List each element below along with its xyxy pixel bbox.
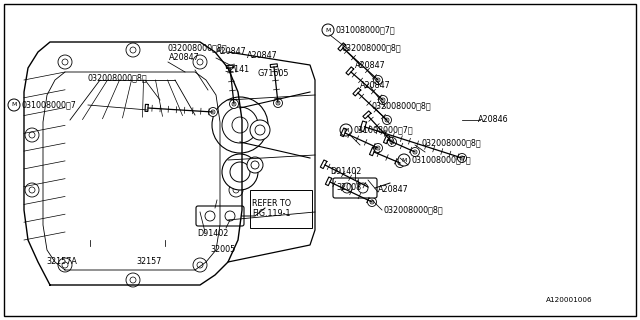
Circle shape [247,157,263,173]
Circle shape [273,99,282,108]
FancyBboxPatch shape [333,178,377,198]
Text: 031008000（7）: 031008000（7） [335,26,395,35]
Text: A20847: A20847 [169,53,200,62]
Circle shape [229,128,243,142]
Bar [250,190,312,228]
Text: 32005: 32005 [210,245,236,254]
Circle shape [232,117,248,133]
Text: A20847: A20847 [355,61,386,70]
Text: FIG.119-1: FIG.119-1 [252,210,291,219]
Text: 031008000（7）: 031008000（7） [353,125,413,134]
Circle shape [230,100,239,108]
Circle shape [370,200,374,204]
Text: A120001006: A120001006 [546,297,593,303]
Circle shape [62,262,68,268]
Circle shape [378,95,387,105]
Circle shape [126,43,140,57]
Text: 032008000（8）: 032008000（8） [372,101,431,110]
Circle shape [222,154,258,190]
Text: A20847: A20847 [378,186,409,195]
Circle shape [130,277,136,283]
Circle shape [250,120,270,140]
Text: G71605: G71605 [258,68,289,77]
Text: 032008000（8）: 032008000（8） [88,74,148,83]
Text: 032008000（8）: 032008000（8） [422,139,482,148]
Circle shape [197,59,203,65]
Circle shape [193,258,207,272]
Circle shape [126,273,140,287]
Circle shape [225,211,235,221]
Circle shape [398,154,410,166]
Circle shape [276,101,280,105]
Text: M: M [325,28,331,33]
Circle shape [374,76,383,84]
Circle shape [212,97,268,153]
Text: 032008000（8）: 032008000（8） [383,205,443,214]
Circle shape [410,148,419,156]
Circle shape [340,124,352,136]
Circle shape [8,99,20,111]
Circle shape [205,211,215,221]
Circle shape [58,258,72,272]
Text: D91402: D91402 [330,167,362,177]
Circle shape [358,183,368,193]
Circle shape [398,161,402,165]
Circle shape [197,262,203,268]
Circle shape [374,143,383,153]
Circle shape [385,118,389,122]
Text: 32157: 32157 [136,258,161,267]
Circle shape [376,78,380,82]
Circle shape [383,116,392,124]
Text: A20847: A20847 [247,52,278,60]
Circle shape [387,138,397,147]
Circle shape [62,59,68,65]
Circle shape [232,102,236,106]
Circle shape [381,98,385,102]
Text: 32141: 32141 [224,66,249,75]
Text: M: M [12,102,17,108]
Circle shape [413,150,417,154]
Circle shape [230,162,250,182]
Circle shape [58,55,72,69]
Text: 031008000（7: 031008000（7 [21,100,76,109]
Text: A20846: A20846 [478,116,509,124]
Text: M: M [343,127,349,132]
Circle shape [233,132,239,138]
Circle shape [458,154,467,163]
Circle shape [322,24,334,36]
Text: 32008: 32008 [336,183,361,193]
Circle shape [29,132,35,138]
Text: A20847: A20847 [360,82,391,91]
Circle shape [130,47,136,53]
Circle shape [222,107,258,143]
Circle shape [209,108,218,116]
Circle shape [229,183,243,197]
Text: 032008000（8）: 032008000（8） [341,44,401,52]
Circle shape [25,183,39,197]
Circle shape [460,156,464,160]
Text: 032008000（8）: 032008000（8） [168,44,228,52]
Circle shape [233,187,239,193]
Circle shape [251,161,259,169]
Circle shape [255,125,265,135]
Circle shape [366,185,370,189]
Text: D91402: D91402 [197,228,228,237]
Circle shape [376,146,380,150]
FancyBboxPatch shape [196,206,244,226]
Circle shape [390,140,394,144]
Text: REFER TO: REFER TO [252,198,291,207]
Text: 32157A: 32157A [46,258,77,267]
Text: 031008000（7）: 031008000（7） [411,156,470,164]
Text: M: M [401,157,406,163]
Circle shape [29,187,35,193]
Circle shape [396,158,404,167]
Circle shape [193,55,207,69]
Circle shape [342,183,352,193]
Circle shape [364,182,372,191]
Circle shape [211,110,215,114]
Circle shape [25,128,39,142]
Text: A20847: A20847 [216,47,247,57]
Circle shape [367,197,376,206]
